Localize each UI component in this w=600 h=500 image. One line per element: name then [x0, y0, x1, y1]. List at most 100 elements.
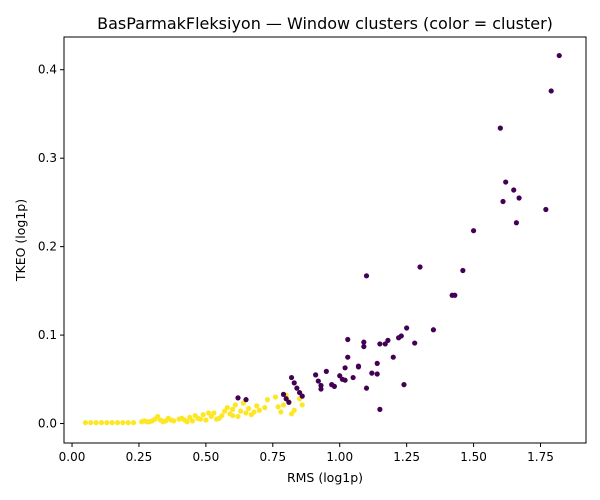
data-point: [342, 377, 348, 383]
data-point: [278, 409, 284, 415]
data-point: [286, 399, 292, 405]
data-point: [120, 420, 126, 426]
x-tick-label: 1.75: [527, 450, 554, 464]
data-point: [195, 415, 201, 421]
data-points: [82, 52, 562, 426]
y-tick-label: 0.4: [38, 63, 57, 77]
x-axis-label: RMS (log1p): [287, 470, 363, 485]
data-point: [131, 420, 137, 426]
data-point: [232, 402, 238, 408]
data-point: [556, 52, 562, 59]
data-point: [230, 406, 236, 412]
x-tick-label: 1.00: [326, 450, 353, 464]
data-point: [315, 378, 321, 384]
data-point: [168, 417, 174, 423]
data-point: [318, 386, 324, 392]
y-tick-label: 0.2: [38, 240, 57, 254]
data-point: [243, 397, 249, 403]
data-point: [323, 368, 329, 374]
data-point: [280, 391, 287, 397]
data-point: [412, 340, 418, 346]
x-tick-label: 0.00: [59, 450, 86, 464]
data-point: [296, 389, 303, 396]
data-point: [262, 405, 268, 411]
y-axis-ticks: 0.0 0.1 0.2 0.3 0.4: [38, 63, 64, 431]
data-point: [548, 88, 554, 94]
data-point: [163, 418, 169, 424]
data-point: [109, 420, 115, 426]
data-point: [374, 360, 380, 366]
data-point: [390, 354, 396, 360]
data-point: [385, 337, 391, 343]
data-point: [313, 372, 319, 378]
data-point: [470, 228, 477, 234]
data-point: [345, 336, 351, 343]
data-point: [280, 402, 287, 408]
data-point: [374, 371, 380, 377]
data-point: [184, 419, 190, 425]
data-point: [363, 273, 370, 279]
data-point: [155, 413, 161, 420]
data-point: [355, 364, 362, 370]
data-point: [513, 220, 520, 226]
data-point: [299, 402, 305, 408]
x-axis-ticks: 0.00 0.25 0.50 0.75 1.00 1.25 1.50 1.75: [59, 443, 554, 464]
data-point: [377, 406, 383, 412]
data-point: [147, 419, 153, 425]
data-point: [187, 414, 193, 420]
data-point: [288, 374, 295, 381]
data-point: [350, 374, 356, 381]
data-point: [337, 373, 343, 379]
data-point: [291, 407, 297, 413]
data-point: [299, 393, 305, 399]
data-point: [219, 412, 225, 419]
data-point: [516, 195, 522, 201]
data-point: [240, 400, 246, 406]
data-point: [503, 179, 509, 185]
data-point: [200, 412, 206, 418]
data-point: [500, 198, 506, 205]
data-point: [272, 394, 279, 400]
chart-title: BasParmakFleksiyon — Window clusters (co…: [97, 14, 553, 33]
data-point: [256, 407, 263, 413]
data-point: [211, 410, 217, 416]
data-point: [361, 339, 367, 345]
x-tick-label: 1.25: [393, 450, 420, 464]
data-point: [398, 333, 404, 339]
data-point: [222, 408, 228, 414]
data-point: [246, 405, 252, 412]
data-point: [125, 420, 131, 426]
data-point: [460, 267, 466, 274]
data-point: [264, 397, 271, 403]
data-point: [104, 420, 110, 426]
data-point: [235, 395, 241, 401]
data-point: [342, 365, 348, 371]
data-point: [205, 410, 212, 416]
data-point: [291, 380, 297, 386]
data-point: [141, 418, 147, 424]
data-point: [363, 385, 370, 391]
data-point: [98, 420, 105, 426]
data-point: [377, 341, 383, 347]
data-point: [243, 410, 249, 416]
data-point: [251, 409, 257, 415]
data-point: [430, 327, 437, 333]
data-point: [235, 413, 241, 420]
data-point: [93, 420, 99, 426]
y-tick-label: 0.1: [38, 328, 57, 342]
x-tick-label: 0.25: [126, 450, 153, 464]
data-point: [294, 385, 300, 391]
data-point: [497, 125, 503, 131]
data-point: [230, 412, 236, 419]
data-point: [224, 405, 230, 411]
y-tick-label: 0.0: [38, 417, 57, 431]
data-point: [203, 417, 209, 423]
data-point: [283, 396, 289, 402]
data-point: [208, 413, 214, 420]
data-point: [511, 187, 517, 193]
data-point: [179, 415, 185, 421]
data-point: [288, 411, 295, 417]
data-point: [452, 292, 458, 298]
x-tick-label: 0.75: [259, 450, 286, 464]
